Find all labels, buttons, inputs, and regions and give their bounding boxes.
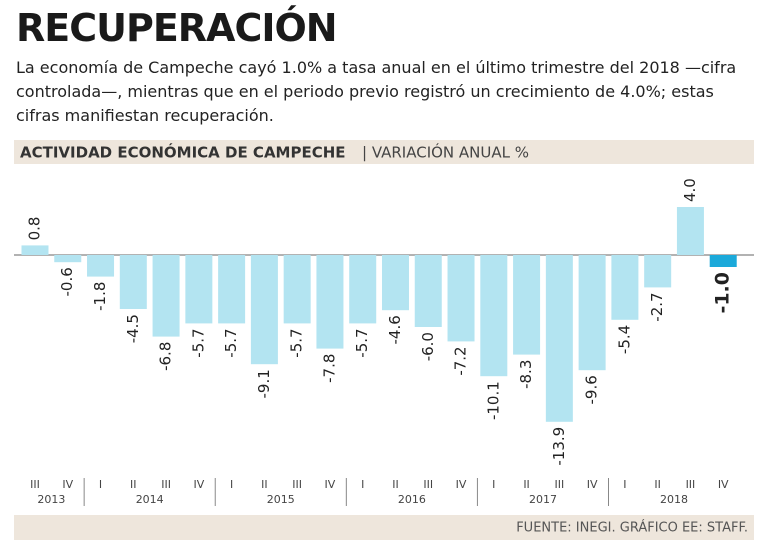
- source: FUENTE: INEGI. GRÁFICO EE: STAFF.: [516, 520, 748, 536]
- value-label: 4.0: [681, 178, 699, 202]
- chart-title: ACTIVIDAD ECONÓMICA DE CAMPECHE: [20, 143, 346, 162]
- value-label: -5.7: [222, 328, 240, 357]
- value-label: -5.7: [353, 328, 371, 357]
- bar: [119, 255, 147, 309]
- year-label: 2014: [136, 493, 164, 506]
- bar: [644, 255, 672, 288]
- value-label: -5.7: [288, 328, 306, 357]
- value-label: -1.8: [91, 282, 109, 311]
- bar: [349, 255, 377, 324]
- x-tick-label: III: [292, 478, 302, 491]
- value-label: -8.3: [517, 360, 535, 389]
- bar: [676, 207, 704, 255]
- x-tick-label: III: [554, 478, 564, 491]
- value-label: 0.8: [25, 217, 43, 241]
- x-tick-label: IV: [456, 478, 467, 491]
- x-tick-label: IV: [193, 478, 204, 491]
- x-tick-label: I: [361, 478, 364, 491]
- value-label: -7.2: [452, 346, 470, 375]
- chart-header-band: [14, 140, 754, 164]
- year-label: 2013: [37, 493, 65, 506]
- bar: [578, 255, 606, 371]
- x-tick-label: IV: [325, 478, 336, 491]
- bar: [480, 255, 508, 377]
- x-tick-label: I: [492, 478, 495, 491]
- bar: [513, 255, 541, 355]
- bar: [381, 255, 409, 311]
- bar: [414, 255, 442, 327]
- source-band: [14, 515, 754, 540]
- value-label: -9.6: [583, 375, 601, 404]
- x-tick-label: III: [161, 478, 171, 491]
- value-label: -10.1: [484, 381, 502, 420]
- bar: [611, 255, 639, 320]
- x-tick-label: I: [623, 478, 626, 491]
- bar: [250, 255, 278, 365]
- x-tick-label: III: [423, 478, 433, 491]
- bar: [709, 255, 737, 267]
- value-label: -5.7: [189, 328, 207, 357]
- x-tick-label: IV: [718, 478, 729, 491]
- x-tick-label: IV: [62, 478, 73, 491]
- value-label: -2.7: [648, 292, 666, 321]
- x-tick-label: I: [99, 478, 102, 491]
- bar: [545, 255, 573, 422]
- bar: [316, 255, 344, 349]
- value-label: -4.6: [386, 315, 404, 344]
- x-tick-label: II: [130, 478, 137, 491]
- value-label: -9.1: [255, 369, 273, 398]
- x-tick-label: II: [261, 478, 268, 491]
- bar: [152, 255, 180, 337]
- bar: [21, 245, 49, 255]
- value-label: -7.8: [320, 354, 338, 383]
- x-tick-label: II: [523, 478, 530, 491]
- year-label: 2015: [267, 493, 295, 506]
- value-label: -13.9: [550, 427, 568, 466]
- x-tick-label: I: [230, 478, 233, 491]
- year-label: 2016: [398, 493, 426, 506]
- value-label: -6.8: [157, 342, 175, 371]
- x-tick-label: IV: [587, 478, 598, 491]
- bar: [283, 255, 311, 324]
- value-label: -0.6: [58, 267, 76, 296]
- bar: [447, 255, 475, 342]
- x-tick-label: III: [30, 478, 40, 491]
- year-label: 2017: [529, 493, 557, 506]
- value-label: -5.4: [615, 325, 633, 354]
- x-tick-label: II: [654, 478, 661, 491]
- value-label: -4.5: [124, 314, 142, 343]
- title: RECUPERACIÓN: [16, 6, 338, 50]
- bar: [54, 255, 82, 263]
- x-tick-label: III: [686, 478, 696, 491]
- value-label: -1.0: [712, 272, 734, 314]
- unit-label: | VARIACIÓN ANUAL %: [362, 143, 529, 162]
- year-label: 2018: [660, 493, 688, 506]
- bar: [185, 255, 213, 324]
- bar: [218, 255, 246, 324]
- x-tick-label: II: [392, 478, 399, 491]
- bar: [87, 255, 115, 277]
- value-label: -6.0: [419, 332, 437, 361]
- subtitle: La economía de Campeche cayó 1.0% a tasa…: [16, 58, 737, 125]
